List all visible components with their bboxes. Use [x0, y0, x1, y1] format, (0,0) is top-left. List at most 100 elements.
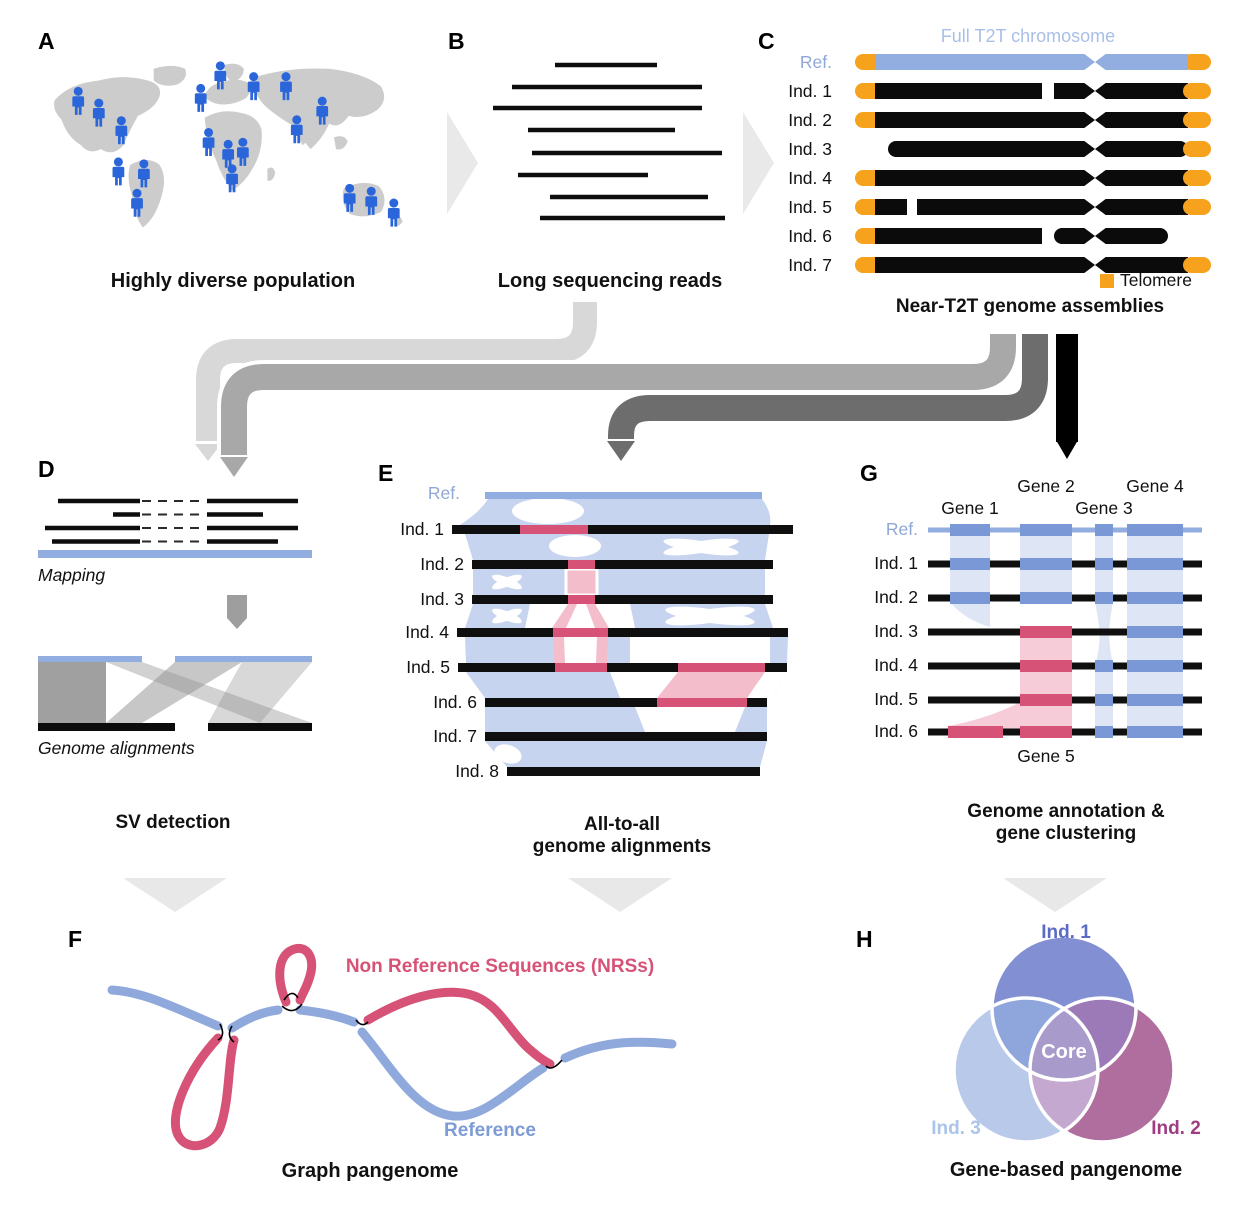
chromosome-ideograms — [855, 53, 1211, 274]
row-label-ref: Ref. — [427, 483, 460, 503]
gene-blocks-blue — [950, 524, 1183, 738]
panel-g-letter: G — [860, 460, 878, 486]
row-label-ind8: Ind. 8 — [455, 761, 499, 781]
caption-line2: gene clustering — [995, 823, 1137, 844]
row-label-ind4: Ind. 4 — [874, 655, 918, 675]
panel-h-letter: H — [856, 926, 873, 952]
panel-b-caption: Long sequencing reads — [497, 270, 723, 292]
nrs-label: Non Reference Sequences (NRSs) — [345, 956, 655, 977]
band-bubbles — [492, 498, 787, 764]
reference-path — [107, 985, 677, 1121]
row-label-ind1: Ind. 1 — [874, 553, 918, 573]
row-label-ind7: Ind. 7 — [788, 255, 832, 275]
individual-bars — [452, 525, 793, 776]
mapping-and-alignments-graphic — [38, 498, 312, 731]
gene1-label: Gene 1 — [941, 498, 999, 518]
panel-e-letter: E — [378, 460, 394, 486]
row-label-ind2: Ind. 2 — [874, 587, 918, 607]
row-label-ind2: Ind. 2 — [420, 554, 464, 574]
panel-d-caption: SV detection — [115, 812, 231, 833]
reference-label: Reference — [444, 1120, 536, 1141]
gene5-label: Gene 5 — [1017, 746, 1075, 766]
caption-line1: Genome annotation & — [967, 801, 1165, 822]
panel-d-letter: D — [38, 456, 55, 482]
nrs-segments — [520, 525, 765, 707]
panel-h-caption: Gene-based pangenome — [949, 1159, 1183, 1181]
chromosome-ind3 — [888, 140, 1211, 158]
long-reads — [493, 62, 725, 221]
genome-alignments-label: Genome alignments — [38, 738, 195, 758]
ref-bar — [485, 492, 762, 499]
row-label-ref: Ref. — [799, 52, 832, 72]
caption-line2: genome alignments — [532, 836, 712, 857]
chromosome-ind4 — [855, 169, 1211, 187]
nrs-connectors — [552, 567, 765, 698]
venn-label-ind3: Ind. 3 — [931, 1118, 981, 1139]
row-label-ind4: Ind. 4 — [788, 168, 832, 188]
venn-outlines — [952, 934, 1176, 1144]
panel-c-letter: C — [758, 28, 775, 54]
caption-line1: All-to-all — [583, 814, 660, 835]
world-map — [54, 61, 403, 228]
gene3-label: Gene 3 — [1075, 498, 1133, 518]
flow-band-assemblies-to-annotation — [1052, 334, 1082, 459]
chromosome-ind5 — [855, 198, 1211, 216]
row-label-ind6: Ind. 6 — [874, 721, 918, 741]
nrs-paths — [170, 944, 555, 1151]
person-icon — [194, 83, 207, 112]
row-label-ind6: Ind. 6 — [433, 692, 477, 712]
reference-bar — [38, 550, 312, 558]
person-icon — [112, 157, 125, 186]
row-label-ind2: Ind. 2 — [788, 110, 832, 130]
mapping-label: Mapping — [38, 565, 106, 585]
arrow-alltoall-to-graph — [568, 878, 672, 912]
full-t2t-chromosome-label: Full T2T chromosome — [940, 26, 1116, 46]
arrow-a-to-b — [447, 112, 478, 214]
all-to-all-alignment-graphic — [452, 492, 793, 776]
arrow-annotation-to-venn — [1003, 878, 1107, 912]
chromosome-ind7 — [855, 256, 1211, 274]
gene-clustering-graphic — [928, 524, 1202, 738]
arrow-svdetection-to-graph — [123, 878, 227, 912]
row-label-ind4: Ind. 4 — [405, 622, 449, 642]
flow-band-assemblies-to-alltoall — [603, 334, 1052, 465]
core-label: Core — [1041, 1041, 1087, 1063]
panel-e-caption: All-to-all genome alignments — [533, 814, 711, 858]
gene2-label: Gene 2 — [1017, 476, 1075, 496]
row-label-ind3: Ind. 3 — [420, 589, 464, 609]
row-label-ind3: Ind. 3 — [788, 139, 832, 159]
chromosome-ind2 — [855, 111, 1211, 129]
panel-b-letter: B — [448, 28, 465, 54]
chromosome-ind6 — [855, 227, 1168, 245]
panel-c-caption: Near-T2T genome assemblies — [895, 296, 1165, 317]
chromosome-ref — [855, 53, 1211, 71]
panel-a-caption: Highly diverse population — [110, 270, 356, 292]
row-label-ind5: Ind. 5 — [406, 657, 450, 677]
row-label-ind6: Ind. 6 — [788, 226, 832, 246]
row-label-ind1: Ind. 1 — [788, 81, 832, 101]
split-read-dashes — [142, 500, 205, 543]
row-label-ind5: Ind. 5 — [874, 689, 918, 709]
venn-label-ind1: Ind. 1 — [1041, 922, 1091, 943]
genome-alignment-blocks — [38, 656, 312, 731]
gene-blocks-red — [948, 626, 1072, 738]
venn-core-region — [1030, 998, 1098, 1080]
graph-pangenome-graphic — [107, 944, 677, 1151]
gene5-pink-bands — [948, 632, 1072, 732]
panel-f-letter: F — [68, 926, 83, 952]
row-label-ind3: Ind. 3 — [874, 621, 918, 641]
gene4-label: Gene 4 — [1126, 476, 1184, 496]
telomere-legend-label: Telomere — [1120, 270, 1192, 290]
row-label-ind5: Ind. 5 — [788, 197, 832, 217]
mapped-reads — [45, 498, 298, 544]
chromosome-ind1 — [855, 82, 1211, 100]
panel-f-caption: Graph pangenome — [281, 1160, 459, 1182]
panel-a-letter: A — [38, 28, 55, 54]
down-arrow-icon — [227, 595, 247, 629]
row-label-ind1: Ind. 1 — [400, 519, 444, 539]
row-label-ind7: Ind. 7 — [433, 726, 477, 746]
panel-g-caption: Genome annotation & gene clustering — [967, 801, 1164, 845]
row-label-ref: Ref. — [885, 519, 918, 539]
telomere-legend-swatch — [1100, 274, 1114, 288]
